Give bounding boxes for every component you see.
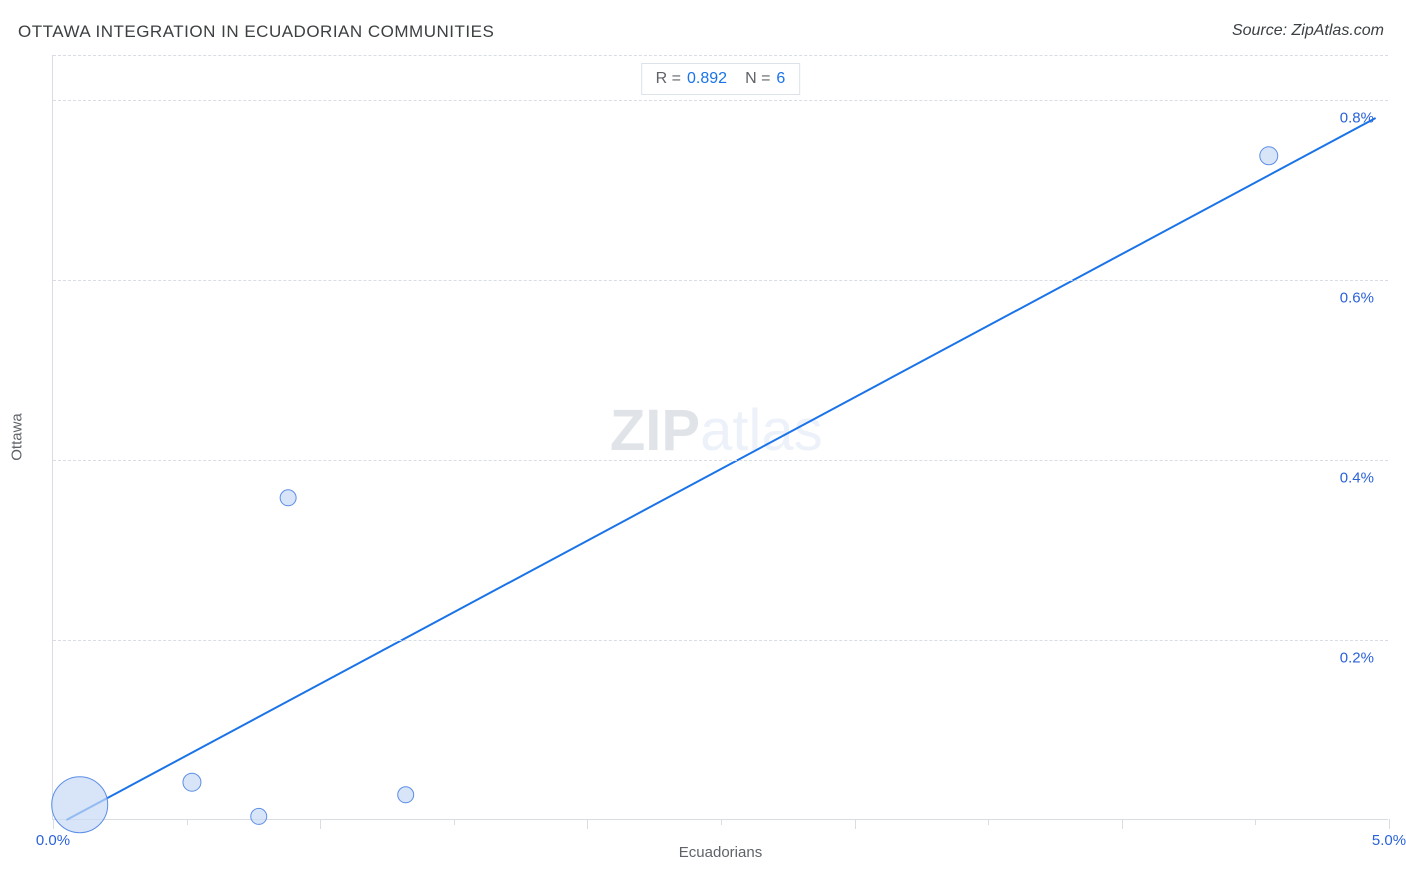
y-tick-label: 0.2% [1340,650,1374,667]
stat-n-label: N = [745,70,770,88]
chart-title: OTTAWA INTEGRATION IN ECUADORIAN COMMUNI… [18,22,494,42]
data-bubble [1260,147,1278,165]
x-minor-tick [187,819,188,825]
x-minor-tick [1255,819,1256,825]
y-tick-label: 0.6% [1340,290,1374,307]
x-tick-label-start: 0.0% [36,832,70,849]
grid-line [53,640,1388,641]
stat-r: R = 0.892 [656,70,727,88]
y-axis-label: Ottawa [9,413,26,461]
chart-container: OTTAWA INTEGRATION IN ECUADORIAN COMMUNI… [0,0,1406,892]
x-minor-tick [721,819,722,825]
grid-line [53,460,1388,461]
grid-line [53,100,1388,101]
x-tick [587,819,588,829]
y-tick-label: 0.8% [1340,110,1374,127]
x-tick-label-end: 5.0% [1372,832,1406,849]
y-tick-label: 0.4% [1340,470,1374,487]
x-tick [855,819,856,829]
stat-r-label: R = [656,70,681,88]
stat-n-value: 6 [776,70,785,88]
grid-line [53,55,1388,56]
plot-area: ZIPatlas R = 0.892 N = 6 Ecuadorians Ott… [52,55,1388,820]
data-bubble [52,777,108,833]
x-tick [320,819,321,829]
regression-line [66,118,1375,820]
x-tick [1122,819,1123,829]
x-tick [1389,819,1390,829]
data-bubble [280,490,296,506]
stat-r-value: 0.892 [687,70,727,88]
data-bubble [183,773,201,791]
stat-n: N = 6 [745,70,785,88]
data-bubble [398,787,414,803]
x-axis-label: Ecuadorians [679,844,762,861]
x-minor-tick [988,819,989,825]
x-tick [53,819,54,829]
x-minor-tick [454,819,455,825]
chart-source: Source: ZipAtlas.com [1232,22,1384,40]
grid-line [53,280,1388,281]
stats-box: R = 0.892 N = 6 [641,63,801,95]
chart-svg [53,55,1388,819]
data-bubble [251,808,267,824]
